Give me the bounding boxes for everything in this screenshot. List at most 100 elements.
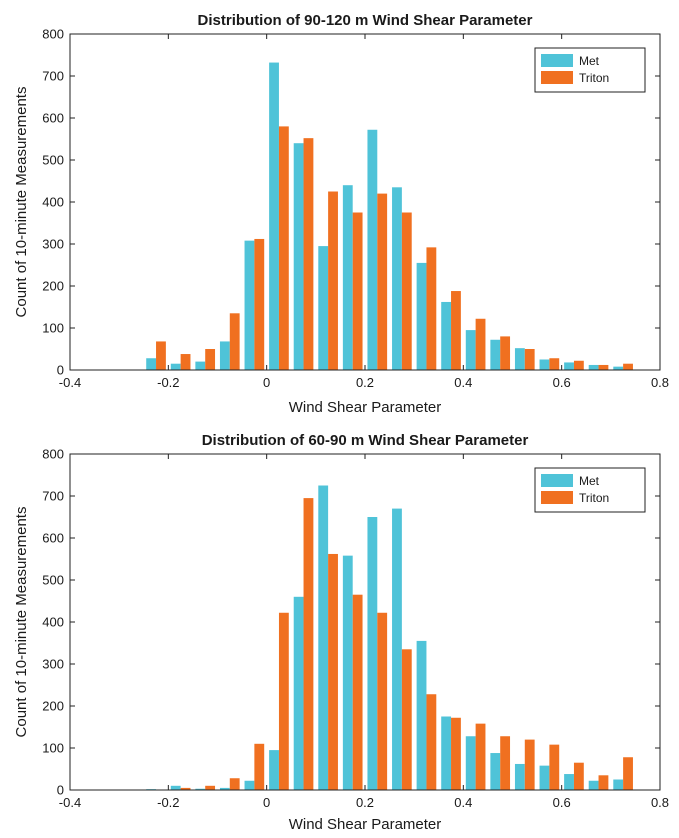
x-tick-label: 0.4 <box>454 795 472 810</box>
bar-met <box>219 787 230 790</box>
bars <box>146 62 633 371</box>
legend-box <box>534 47 646 93</box>
bar-triton <box>549 358 560 370</box>
bar-met <box>367 517 378 790</box>
bar-triton <box>278 126 289 371</box>
y-tick-label: 300 <box>42 657 64 672</box>
bar-met <box>514 348 525 370</box>
bar-triton <box>475 318 486 370</box>
x-tick-label: 0 <box>263 795 270 810</box>
bar-met <box>564 362 574 370</box>
bar-triton <box>524 349 535 370</box>
bar-triton <box>352 212 363 370</box>
legend-label-met: Met <box>579 474 600 488</box>
bar-met <box>613 366 624 370</box>
bar-met <box>342 555 353 790</box>
bar-met <box>490 753 501 790</box>
bar-met <box>342 185 353 370</box>
bar-met <box>195 361 206 370</box>
bar-met <box>318 246 329 370</box>
bar-met <box>170 363 181 370</box>
bar-triton <box>426 247 437 370</box>
bar-triton <box>377 612 388 790</box>
x-tick-label: 0.8 <box>651 795 669 810</box>
bar-triton <box>426 694 437 790</box>
legend-label-triton: Triton <box>579 491 609 505</box>
bar-triton <box>180 787 191 790</box>
legend-swatch-met <box>541 474 573 487</box>
chart-title: Distribution of 90-120 m Wind Shear Para… <box>198 12 533 29</box>
bar-met <box>293 596 304 790</box>
y-tick-label: 800 <box>42 447 64 462</box>
y-tick-label: 600 <box>42 531 64 546</box>
y-tick-label: 0 <box>57 783 64 798</box>
bar-met <box>588 780 599 790</box>
bar-triton <box>352 594 363 790</box>
bar-triton <box>303 138 314 370</box>
chart-title: Distribution of 60-90 m Wind Shear Param… <box>202 432 529 449</box>
legend-swatch-triton <box>541 491 573 504</box>
bar-met <box>392 187 402 370</box>
bar-triton <box>623 363 633 370</box>
bar-met <box>441 301 452 370</box>
y-tick-label: 400 <box>42 195 64 210</box>
x-tick-label: 0.2 <box>356 375 374 390</box>
x-axis-label: Wind Shear Parameter <box>289 399 442 416</box>
bar-met <box>269 750 279 790</box>
y-axis-label: Count of 10-minute Measurements <box>13 87 30 318</box>
bar-met <box>244 240 255 370</box>
bar-triton <box>401 649 412 790</box>
bar-triton <box>451 291 461 370</box>
x-tick-label: -0.4 <box>59 375 81 390</box>
bar-triton <box>328 191 338 370</box>
bar-met <box>465 736 476 790</box>
bar-triton <box>549 744 560 790</box>
legend-swatch-triton <box>541 71 573 84</box>
bar-met <box>490 339 501 370</box>
y-tick-label: 700 <box>42 489 64 504</box>
legend: Met Triton <box>534 47 646 93</box>
x-tick-label: 0.6 <box>553 375 571 390</box>
y-tick-label: 400 <box>42 615 64 630</box>
bar-met <box>539 765 550 790</box>
chart-60-90m: Distribution of 60-90 m Wind Shear Param… <box>13 432 669 833</box>
bar-met <box>613 779 624 790</box>
bar-met <box>219 341 230 370</box>
x-tick-label: -0.4 <box>59 795 81 810</box>
legend-label-met: Met <box>579 54 600 68</box>
bar-met <box>514 763 525 790</box>
bar-met <box>416 640 427 790</box>
legend: Met Triton <box>534 467 646 513</box>
x-tick-label: 0.8 <box>651 375 669 390</box>
bar-met <box>416 262 427 370</box>
y-tick-label: 600 <box>42 111 64 126</box>
bar-triton <box>205 349 216 370</box>
x-tick-label: 0.4 <box>454 375 472 390</box>
bar-met <box>318 485 329 790</box>
bar-triton <box>500 736 511 790</box>
bar-triton <box>573 762 584 790</box>
y-tick-label: 200 <box>42 699 64 714</box>
bar-triton <box>205 785 216 790</box>
bar-triton <box>475 723 486 790</box>
bar-triton <box>451 717 461 790</box>
bar-triton <box>377 193 388 370</box>
bar-met <box>564 774 574 790</box>
bar-met <box>269 62 279 371</box>
y-tick-label: 500 <box>42 573 64 588</box>
bar-met <box>293 143 304 370</box>
bar-met <box>588 364 599 370</box>
bar-triton <box>278 612 289 790</box>
bar-triton <box>573 360 584 370</box>
bar-met <box>195 788 206 790</box>
y-tick-label: 300 <box>42 237 64 252</box>
y-tick-label: 100 <box>42 321 64 336</box>
bar-triton <box>229 778 240 790</box>
bar-triton <box>623 757 633 790</box>
bar-triton <box>229 313 240 370</box>
x-tick-label: 0 <box>263 375 270 390</box>
bar-triton <box>180 354 191 370</box>
x-axis-label: Wind Shear Parameter <box>289 816 442 833</box>
